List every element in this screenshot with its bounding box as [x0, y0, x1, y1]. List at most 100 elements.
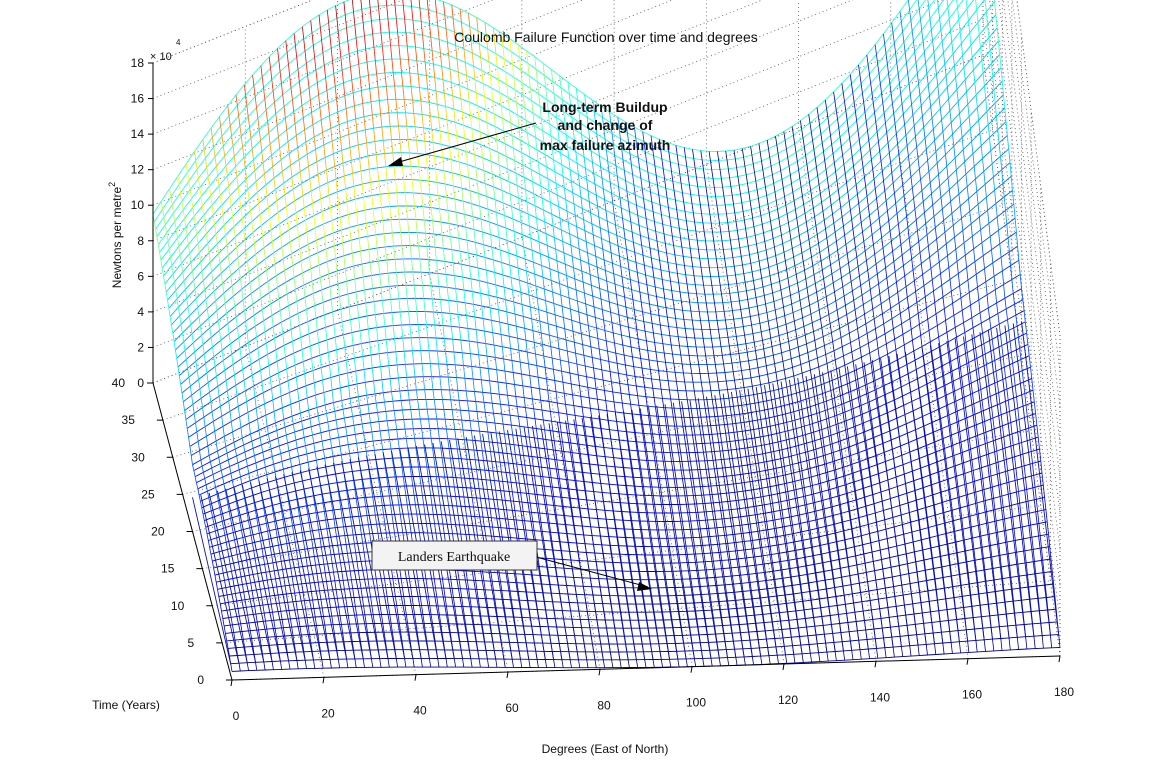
mesh-azimuth-segment: [467, 88, 470, 103]
grid-floor-y: [162, 129, 993, 421]
mesh-azimuth-segment: [743, 499, 746, 508]
mesh-azimuth-segment: [233, 296, 236, 307]
mesh-azimuth-segment: [535, 137, 538, 150]
mesh-azimuth-segment: [302, 643, 305, 652]
mesh-azimuth-segment: [503, 490, 506, 501]
mesh-azimuth-segment: [552, 81, 555, 94]
mesh-azimuth-segment: [750, 429, 753, 439]
mesh-azimuth-segment: [798, 291, 801, 301]
mesh-azimuth-segment: [741, 318, 744, 327]
mesh-azimuth-segment: [273, 252, 276, 265]
mesh-azimuth-segment: [277, 438, 280, 446]
mesh-azimuth-segment: [668, 207, 671, 218]
mesh-azimuth-segment: [563, 111, 566, 124]
mesh-azimuth-segment: [639, 292, 642, 303]
mesh-azimuth-segment: [729, 177, 732, 187]
mesh-azimuth-segment: [392, 578, 395, 588]
mesh-azimuth-segment: [298, 401, 301, 414]
mesh-azimuth-segment: [774, 477, 777, 486]
mesh-time-line: [165, 14, 997, 293]
mesh-azimuth-segment: [845, 429, 848, 439]
mesh-azimuth-segment: [783, 535, 786, 544]
mesh-azimuth-segment: [507, 519, 510, 529]
mesh-azimuth-segment: [752, 333, 755, 343]
mesh-azimuth-segment: [520, 659, 523, 668]
mesh-azimuth-segment: [657, 587, 660, 596]
mesh-azimuth-segment: [447, 614, 450, 624]
mesh-azimuth-segment: [490, 161, 493, 175]
mesh-azimuth-segment: [321, 39, 324, 53]
mesh-azimuth-segment: [275, 422, 278, 431]
mesh-azimuth-segment: [779, 226, 782, 236]
mesh-azimuth-segment: [448, 505, 451, 516]
mesh-azimuth-segment: [609, 545, 612, 554]
mesh-azimuth-segment: [454, 199, 457, 213]
mesh-azimuth-segment: [340, 230, 343, 243]
mesh-azimuth-segment: [804, 213, 807, 223]
mesh-azimuth-segment: [283, 527, 286, 536]
mesh-azimuth-segment: [669, 161, 672, 172]
mesh-azimuth-segment: [553, 496, 556, 506]
mesh-azimuth-segment: [548, 523, 551, 533]
mesh-azimuth-segment: [685, 220, 688, 231]
mesh-azimuth-segment: [254, 170, 257, 182]
mesh-azimuth-segment: [794, 384, 797, 394]
mesh-azimuth-segment: [579, 322, 582, 334]
mesh-azimuth-segment: [796, 506, 799, 516]
mesh-azimuth-segment: [254, 606, 257, 615]
mesh-azimuth-segment: [662, 398, 665, 408]
mesh-azimuth-segment: [254, 326, 257, 338]
mesh-azimuth-segment: [394, 532, 397, 543]
mesh-azimuth-segment: [801, 252, 804, 262]
mesh-azimuth-segment: [462, 429, 465, 440]
mesh-azimuth-segment: [833, 223, 836, 233]
mesh-azimuth-segment: [583, 355, 586, 367]
mesh-azimuth-segment: [562, 506, 565, 516]
mesh-azimuth-segment: [516, 582, 519, 592]
mesh-azimuth-segment: [547, 111, 550, 125]
mesh-azimuth-segment: [662, 343, 665, 354]
mesh-azimuth-segment: [767, 203, 770, 213]
mesh-azimuth-segment: [532, 521, 535, 531]
mesh-azimuth-segment: [517, 338, 520, 351]
mesh-azimuth-segment: [342, 163, 345, 177]
mesh-azimuth-segment: [621, 276, 624, 287]
mesh-azimuth-segment: [444, 261, 447, 275]
mesh-azimuth-segment: [422, 206, 425, 221]
mesh-azimuth-segment: [323, 449, 326, 459]
mesh-azimuth-segment: [264, 515, 267, 524]
mesh-azimuth-segment: [297, 558, 300, 568]
mesh-azimuth-segment: [656, 579, 659, 588]
mesh-azimuth-segment: [364, 497, 367, 507]
mesh-azimuth-segment: [290, 87, 293, 100]
mesh-azimuth-segment: [809, 122, 812, 132]
mesh-azimuth-segment: [329, 364, 332, 378]
mesh-azimuth-segment: [605, 400, 608, 411]
mesh-azimuth-segment: [295, 212, 298, 225]
mesh-azimuth-segment: [427, 259, 430, 273]
mesh-azimuth-segment: [759, 323, 762, 332]
mesh-azimuth-segment: [790, 358, 793, 368]
mesh-azimuth-segment: [777, 153, 780, 163]
mesh-azimuth-segment: [429, 485, 432, 496]
mesh-azimuth-segment: [337, 598, 340, 608]
mesh-azimuth-segment: [232, 624, 235, 633]
mesh-azimuth-segment: [652, 388, 655, 398]
mesh-azimuth-segment: [288, 64, 291, 77]
mesh-azimuth-segment: [695, 618, 698, 627]
mesh-azimuth-segment: [763, 348, 766, 358]
mesh-azimuth-segment: [265, 415, 268, 427]
mesh-azimuth-segment: [639, 468, 642, 478]
mesh-azimuth-segment: [804, 270, 807, 279]
mesh-azimuth-segment: [446, 428, 449, 439]
mesh-azimuth-segment: [211, 467, 214, 475]
mesh-azimuth-segment: [308, 333, 311, 347]
mesh-azimuth-segment: [427, 9, 430, 24]
mesh-azimuth-segment: [758, 589, 761, 599]
mesh-azimuth-segment: [441, 235, 444, 249]
mesh-azimuth-segment: [334, 527, 337, 537]
mesh-azimuth-segment: [822, 509, 825, 518]
mesh-azimuth-segment: [721, 518, 724, 528]
mesh-azimuth-segment: [608, 301, 611, 313]
mesh-azimuth-segment: [512, 64, 515, 78]
